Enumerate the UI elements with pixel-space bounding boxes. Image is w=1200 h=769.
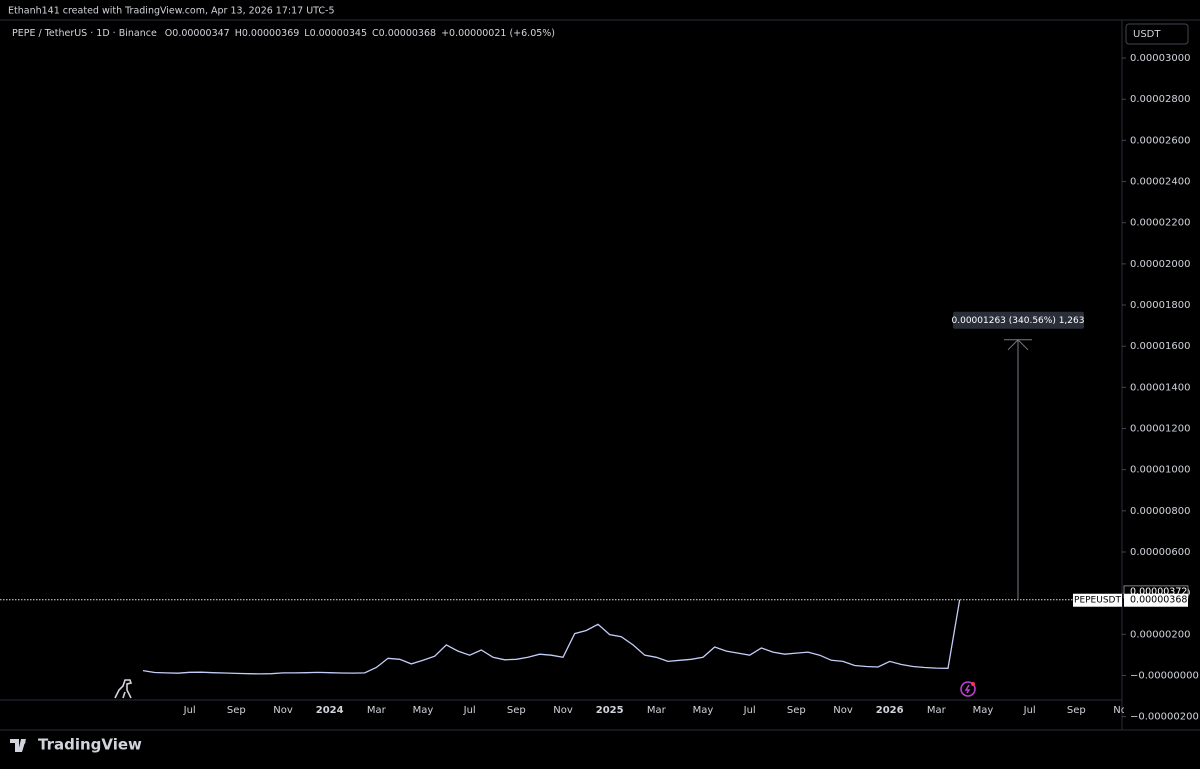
- x-tick-label: Jul: [743, 705, 756, 716]
- symbol-label: PEPEUSDT: [1074, 596, 1121, 606]
- x-tick-label: Sep: [507, 705, 526, 716]
- ohlc-value: 0.00000368: [379, 28, 436, 39]
- y-tick-label: 0.00002400: [1130, 177, 1190, 188]
- symbol-label-box: [1073, 593, 1122, 607]
- plot: Jul Sep Nov 2024 Mar May Jul Sep Nov 2025 Mar May Ju…: [0, 599, 1133, 716]
- x-tick-label: Jul: [1023, 705, 1036, 716]
- x-tick-label: Jul: [183, 705, 196, 716]
- y-tick-label: 0.00003000: [1130, 53, 1190, 64]
- currency[interactable]: USDT: [1133, 29, 1161, 40]
- logo-dino: [114, 679, 133, 699]
- ohlc-value: 0.00000345: [310, 28, 367, 39]
- y-tick-label: 0.00001400: [1130, 382, 1190, 393]
- legend: PEPE / TetherUS · 1D · Binance O0.0000034…: [12, 28, 555, 39]
- ohlc-key: L: [304, 28, 310, 39]
- x-tick-label: Mar: [647, 705, 667, 716]
- last-price-box: [1124, 593, 1188, 607]
- x-tick-label: May: [413, 705, 434, 716]
- y-tick-label: 0.00002200: [1130, 218, 1190, 229]
- ohlc-value: 0.00000369: [242, 28, 299, 39]
- measure-label: 0.00001263 (340.56%) 1,263: [952, 316, 1085, 326]
- currency-button[interactable]: [1125, 23, 1189, 45]
- x-tick-label: Nov: [273, 705, 293, 716]
- x-tick-label: Nov: [1113, 705, 1133, 716]
- x-tick-label: Jul: [463, 705, 476, 716]
- y-tick-label: 0.00000800: [1130, 506, 1190, 517]
- last-price-label: 0.00000368: [1130, 595, 1187, 606]
- x-tick-label: Mar: [927, 705, 947, 716]
- y-tick-label: 0.00001600: [1130, 341, 1190, 352]
- symbol: PEPE / TetherUS · 1D · Binance: [12, 28, 157, 39]
- x-tick-label: May: [693, 705, 714, 716]
- x-tick-label: May: [973, 705, 994, 716]
- y-tick-label: 0.00002600: [1130, 135, 1190, 146]
- y-tick-label: 0.00001200: [1130, 424, 1190, 435]
- y-tick-label: 0.00002800: [1130, 94, 1190, 105]
- ohlc-value: 0.00000347: [172, 28, 229, 39]
- measure-label-box: [953, 311, 1084, 329]
- y-tick-label: 0.00001000: [1130, 465, 1190, 476]
- x-tick-label: Sep: [787, 705, 806, 716]
- change: +0.00000021 (+6.05%): [441, 28, 555, 39]
- x-tick-label: Mar: [367, 705, 387, 716]
- x-tick-label: Sep: [1067, 705, 1086, 716]
- x-tick-label: 2025: [596, 705, 624, 716]
- brand: TradingView: [38, 736, 142, 754]
- x-tick-label: Nov: [833, 705, 853, 716]
- footer-logo: [10, 739, 26, 752]
- price-line: [142, 599, 961, 675]
- x-tick-label: Sep: [227, 705, 246, 716]
- y-tick-label: 0.00002000: [1130, 259, 1190, 270]
- ohlc-key: H: [235, 28, 242, 39]
- x-tick-label: 2026: [876, 705, 904, 716]
- y-tick-label: 0.00000200: [1130, 629, 1190, 640]
- x-tick-label: 2024: [316, 705, 344, 716]
- attribution: Ethanh141 created with TradingView.com, …: [8, 6, 335, 17]
- ohlc-key: C: [372, 28, 379, 39]
- y-tick-label: 0.00001800: [1130, 300, 1190, 311]
- y-tick-label: 0.00000600: [1130, 547, 1190, 558]
- x-tick-label: Nov: [553, 705, 573, 716]
- y-tick-label: −0.00000000: [1130, 670, 1199, 681]
- y-tick-label: −0.00000200: [1130, 712, 1199, 723]
- ohlc-key: O: [165, 28, 172, 39]
- news-icon[interactable]: [960, 681, 976, 697]
- price-marker-label: 0.00000372: [1130, 586, 1187, 597]
